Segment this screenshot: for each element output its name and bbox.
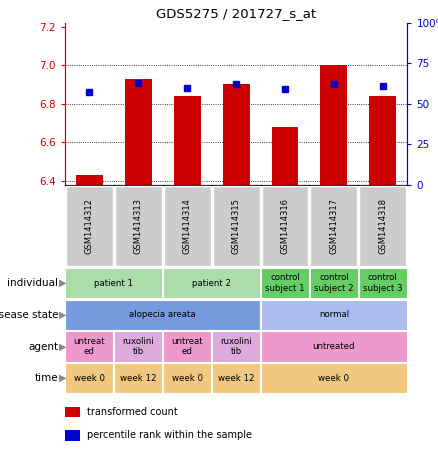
Bar (66, 187, 113, 265)
Bar (261, 268, 309, 299)
Text: week 0: week 0 (172, 374, 203, 383)
Bar (65, 268, 162, 299)
Text: ▶: ▶ (59, 373, 67, 383)
Text: GSM1414316: GSM1414316 (280, 198, 290, 254)
Bar (212, 331, 260, 362)
Text: time: time (35, 373, 58, 383)
Bar (114, 363, 162, 394)
Bar (174, 96, 201, 185)
Bar (163, 331, 211, 362)
Bar (261, 363, 407, 394)
Bar (212, 363, 260, 394)
Bar (65, 407, 80, 417)
Bar (65, 430, 80, 440)
Text: control
subject 3: control subject 3 (363, 274, 403, 293)
Text: ▶: ▶ (59, 278, 67, 288)
Text: GSM1414313: GSM1414313 (134, 198, 143, 254)
Text: alopecia areata: alopecia areata (129, 310, 196, 319)
Text: GSM1414317: GSM1414317 (329, 198, 339, 254)
Text: individual: individual (7, 278, 58, 288)
Text: disease state: disease state (0, 310, 58, 320)
Bar (114, 331, 162, 362)
Text: week 12: week 12 (120, 374, 156, 383)
Text: control
subject 1: control subject 1 (265, 274, 305, 293)
Text: week 0: week 0 (318, 374, 350, 383)
Bar (272, 127, 298, 185)
Bar (65, 331, 113, 362)
Bar (321, 65, 347, 185)
Bar (164, 187, 211, 265)
Text: untreat
ed: untreat ed (74, 337, 105, 356)
Text: normal: normal (319, 310, 349, 319)
Text: agent: agent (28, 342, 58, 352)
Bar (359, 268, 407, 299)
Text: ▶: ▶ (59, 342, 67, 352)
Bar (115, 187, 162, 265)
Text: GSM1414314: GSM1414314 (183, 198, 192, 254)
Bar (223, 84, 250, 185)
Bar (261, 187, 308, 265)
Text: ▶: ▶ (59, 310, 67, 320)
Text: control
subject 2: control subject 2 (314, 274, 354, 293)
Title: GDS5275 / 201727_s_at: GDS5275 / 201727_s_at (156, 7, 316, 20)
Bar (125, 79, 152, 185)
Text: GSM1414315: GSM1414315 (232, 198, 240, 254)
Text: patient 1: patient 1 (94, 279, 133, 288)
Bar (261, 299, 407, 330)
Bar (311, 187, 357, 265)
Bar (360, 187, 406, 265)
Text: patient 2: patient 2 (192, 279, 231, 288)
Bar (76, 175, 103, 185)
Text: untreated: untreated (313, 342, 355, 351)
Bar (369, 96, 396, 185)
Text: ruxolini
tib: ruxolini tib (220, 337, 252, 356)
Bar (163, 268, 260, 299)
Text: untreat
ed: untreat ed (171, 337, 203, 356)
Text: GSM1414312: GSM1414312 (85, 198, 94, 254)
Bar (310, 268, 358, 299)
Bar (261, 331, 407, 362)
Text: GSM1414318: GSM1414318 (378, 198, 387, 254)
Text: week 0: week 0 (74, 374, 105, 383)
Text: percentile rank within the sample: percentile rank within the sample (87, 430, 252, 440)
Text: ruxolini
tib: ruxolini tib (122, 337, 154, 356)
Text: week 12: week 12 (218, 374, 254, 383)
Bar (212, 187, 260, 265)
Text: transformed count: transformed count (87, 407, 178, 417)
Bar (65, 299, 260, 330)
Bar (163, 363, 211, 394)
Bar (65, 363, 113, 394)
